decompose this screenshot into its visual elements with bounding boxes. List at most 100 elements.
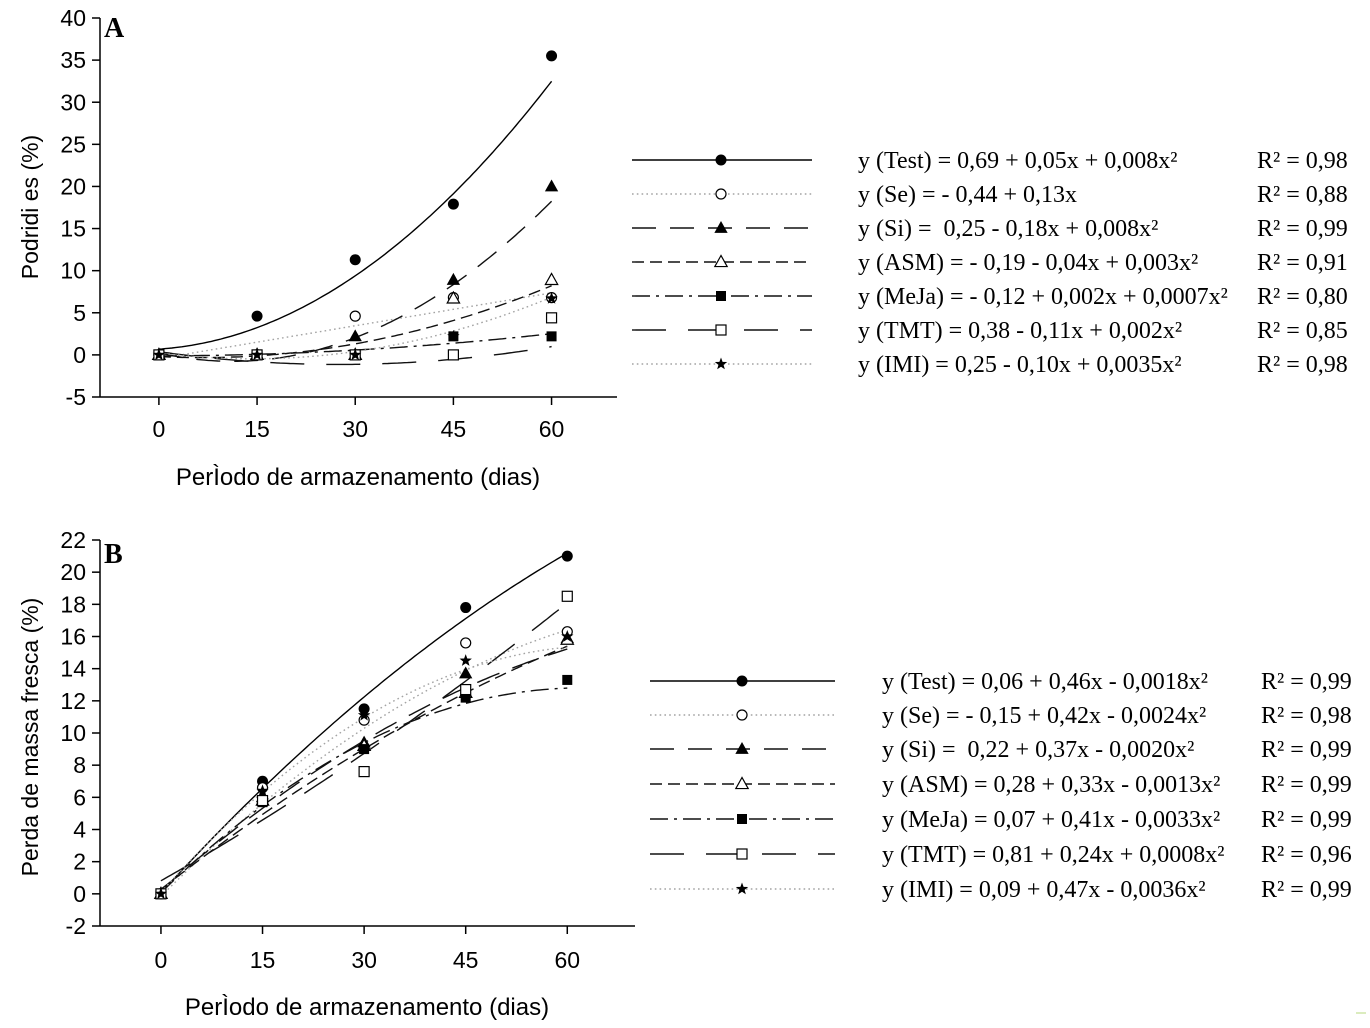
regression-curve-test: [160, 552, 568, 894]
y-axis-title: Perda de massa fresca (%): [17, 598, 43, 877]
data-points: [151, 50, 559, 361]
data-point-test: [447, 198, 459, 210]
data-point-test: [546, 50, 558, 62]
legend-equation-se: y (Se) = - 0,15 + 0,42x - 0,0024x²: [882, 703, 1206, 729]
regression-curve-asm: [160, 645, 568, 890]
x-axis-title: PerÌodo de armazenamento (dias): [185, 994, 549, 1021]
regression-curve-asm: [158, 285, 552, 359]
data-point-imi: [349, 348, 362, 361]
data-point-asm: [446, 290, 461, 304]
legend-equation-imi: y (IMI) = 0,25 - 0,10x + 0,0035x²: [858, 352, 1182, 378]
data-point-imi: [545, 291, 558, 304]
legend: y (Test) = 0,06 + 0,46x - 0,0018x² R² = 0…: [650, 669, 1352, 903]
regression-curve-se: [160, 629, 568, 897]
data-point-imi: [459, 654, 472, 666]
data-point-imi: [152, 348, 166, 361]
x-tick-label: 15: [244, 416, 270, 442]
panel-label: A: [104, 13, 125, 44]
panel-label: B: [104, 539, 123, 570]
legend-r2-imi: R² = 0,99: [1261, 877, 1352, 903]
legend-marker-test: [715, 154, 727, 166]
data-point-test: [460, 602, 472, 614]
legend-marker-si: [714, 221, 728, 233]
legend-r2-test: R² = 0,99: [1261, 669, 1352, 695]
chart-panel-a: A PerÌodo de armazenamento (dias) Podrid…: [17, 5, 1348, 491]
data-point-meja: [546, 331, 557, 342]
y-tick-label: 12: [60, 688, 86, 714]
data-point-si: [544, 179, 559, 192]
data-point-si: [446, 272, 461, 285]
legend-r2-si: R² = 0,99: [1261, 737, 1352, 763]
data-point-meja: [562, 674, 573, 685]
regression-curve-tmt: [158, 345, 552, 366]
data-point-tmt: [358, 765, 370, 778]
y-tick-label: 8: [73, 752, 86, 778]
legend-r2-imi: R² = 0,98: [1257, 352, 1348, 378]
y-tick-label: 10: [60, 258, 86, 284]
y-tick-label: 6: [73, 784, 86, 810]
legend-equation-meja: y (MeJa) = - 0,12 + 0,002x + 0,0007x²: [858, 284, 1228, 310]
y-tick-label: 5: [73, 300, 86, 326]
data-point-se: [349, 310, 361, 322]
legend-equation-test: y (Test) = 0,69 + 0,05x + 0,008x²: [858, 148, 1177, 174]
x-tick-label: 60: [539, 416, 565, 442]
y-tick-label: 40: [60, 5, 86, 31]
x-tick-label: 0: [155, 947, 168, 973]
legend-r2-asm: R² = 0,99: [1261, 772, 1352, 798]
x-tick-label: 15: [250, 947, 276, 973]
legend-marker-asm: [713, 254, 729, 268]
x-tick-label: 30: [351, 947, 377, 973]
data-point-tmt: [256, 794, 269, 807]
legend-marker-imi: [714, 357, 728, 370]
y-tick-label: 20: [60, 173, 86, 199]
regression-curve-si: [160, 648, 568, 891]
data-point-tmt: [460, 683, 472, 696]
data-point-imi: [447, 329, 460, 342]
data-point-meja: [359, 744, 370, 755]
legend-r2-test: R² = 0,98: [1257, 148, 1348, 174]
data-point-test: [561, 550, 573, 562]
legend-r2-se: R² = 0,88: [1257, 182, 1348, 208]
data-points: [153, 550, 575, 900]
data-point-tmt: [545, 312, 558, 324]
legend-r2-tmt: R² = 0,96: [1261, 842, 1352, 868]
y-tick-label: -5: [66, 384, 86, 410]
y-tick-label: 16: [60, 624, 86, 650]
x-tick-label: 45: [453, 947, 479, 973]
y-tick-label: -2: [66, 913, 86, 939]
chart-panel-b: B PerÌodo de armazenamento (dias) Perda …: [17, 527, 1352, 1021]
y-tick-label: 25: [60, 131, 86, 157]
regression-curve-se: [158, 292, 552, 360]
legend: y (Test) = 0,69 + 0,05x + 0,008x² R² = 0,…: [632, 148, 1348, 378]
y-tick-label: 18: [60, 591, 86, 617]
legend-equation-asm: y (ASM) = 0,28 + 0,33x - 0,0013x²: [882, 772, 1220, 798]
data-point-imi: [250, 348, 264, 361]
x-tick-label: 0: [153, 416, 166, 442]
regression-curve-meja: [160, 687, 568, 894]
y-tick-label: 14: [60, 656, 86, 682]
legend-marker-meja: [716, 291, 726, 301]
y-tick-label: 20: [60, 559, 86, 585]
data-point-tmt: [447, 349, 459, 361]
legend-equation-asm: y (ASM) = - 0,19 - 0,04x + 0,003x²: [858, 250, 1198, 276]
legend-marker-tmt: [736, 848, 748, 860]
data-point-test: [349, 254, 361, 266]
legend-equation-si: y (Si) = 0,25 - 0,18x + 0,008x²: [858, 216, 1158, 242]
data-point-se: [460, 637, 472, 649]
legend-marker-si: [735, 742, 749, 754]
y-axis-title: Podridi es (%): [17, 135, 43, 279]
y-tick-label: 2: [73, 849, 86, 875]
x-tick-label: 45: [441, 416, 467, 442]
y-tick-label: 0: [73, 881, 86, 907]
regression-curve-test: [158, 80, 553, 350]
legend-equation-si: y (Si) = 0,22 + 0,37x - 0,0020x²: [882, 737, 1194, 763]
legend-equation-meja: y (MeJa) = 0,07 + 0,41x - 0,0033x²: [882, 807, 1220, 833]
legend-marker-se: [715, 188, 727, 200]
legend-marker-tmt: [715, 324, 727, 336]
legend-r2-si: R² = 0,99: [1257, 216, 1348, 242]
y-tick-label: 30: [60, 89, 86, 115]
y-tick-label: 10: [60, 720, 86, 746]
y-tick-label: 0: [73, 342, 86, 368]
legend-marker-asm: [734, 776, 750, 790]
